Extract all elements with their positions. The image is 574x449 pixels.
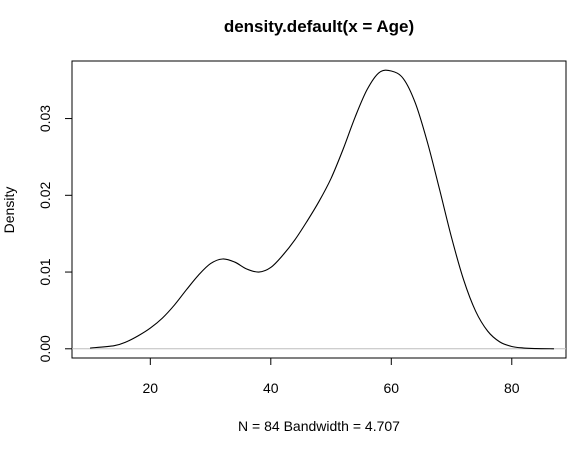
x-tick-label: 20 <box>143 380 159 396</box>
y-axis-label: Density <box>1 187 17 234</box>
series-layer <box>90 69 554 350</box>
y-tick-label: 0.00 <box>37 335 53 362</box>
plot-frame <box>71 60 567 359</box>
chart-title: density.default(x = Age) <box>224 17 414 36</box>
x-axis-label: N = 84 Bandwidth = 4.707 <box>238 418 400 434</box>
x-axis: 20 40 60 80 <box>143 358 520 396</box>
y-axis: 0.00 0.01 0.02 0.03 <box>37 105 72 362</box>
y-tick-label: 0.03 <box>37 105 53 132</box>
y-tick-label: 0.02 <box>37 181 53 208</box>
x-tick-label: 60 <box>384 380 400 396</box>
density-curve <box>90 69 554 350</box>
x-tick-label: 40 <box>263 380 279 396</box>
x-tick-label: 80 <box>504 380 520 396</box>
y-tick-label: 0.01 <box>37 258 53 285</box>
